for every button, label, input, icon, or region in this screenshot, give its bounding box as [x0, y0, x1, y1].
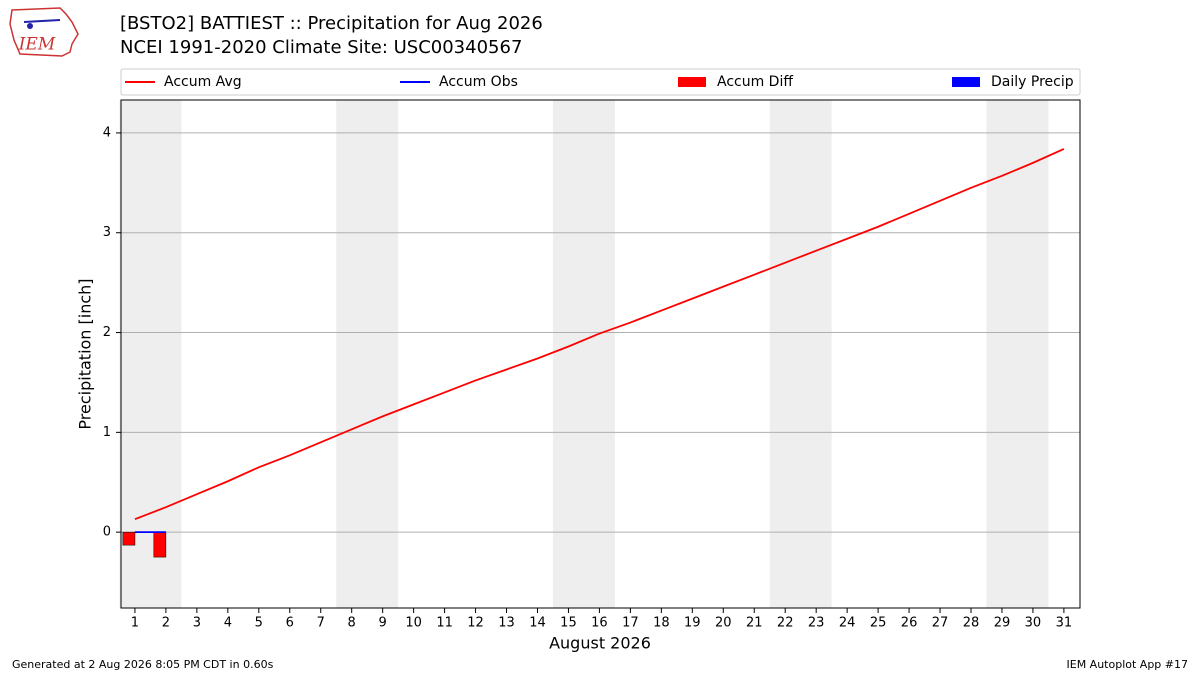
y-tick-label: 4: [103, 125, 111, 140]
legend-box: [120, 68, 1081, 96]
legend-label: Accum Avg: [164, 74, 242, 90]
legend-swatch: [678, 77, 706, 87]
legend-label: Daily Precip: [991, 74, 1074, 90]
x-tick-label: 15: [560, 616, 577, 631]
x-tick-label: 27: [932, 616, 949, 631]
x-tick-label: 10: [405, 616, 422, 631]
x-tick-label: 28: [963, 616, 980, 631]
x-tick-label: 24: [839, 616, 856, 631]
legend-label: Accum Obs: [439, 74, 518, 90]
x-axis-label: August 2026: [549, 634, 651, 653]
weekend-band: [552, 100, 615, 608]
y-tick-label: 0: [103, 525, 111, 540]
x-tick-label: 7: [317, 616, 325, 631]
x-tick-label: 13: [498, 616, 515, 631]
legend-label: Accum Diff: [717, 74, 793, 90]
x-tick-label: 20: [715, 616, 732, 631]
chart-subtitle: NCEI 1991-2020 Climate Site: USC00340567: [120, 37, 522, 58]
x-tick-label: 17: [622, 616, 639, 631]
x-tick-label: 21: [746, 616, 763, 631]
x-tick-label: 6: [286, 616, 294, 631]
x-tick-label: 25: [870, 616, 887, 631]
bar: [153, 531, 167, 558]
weekend-band: [986, 100, 1049, 608]
x-tick-label: 5: [255, 616, 263, 631]
y-axis-label: Precipitation [inch]: [76, 278, 95, 429]
footer-left: Generated at 2 Aug 2026 8:05 PM CDT in 0…: [12, 658, 274, 671]
x-tick-label: 29: [994, 616, 1011, 631]
x-tick-label: 31: [1056, 616, 1073, 631]
x-tick-label: 1: [131, 616, 139, 631]
weekend-band: [336, 100, 399, 608]
series-line: [134, 148, 1065, 521]
x-tick-label: 4: [224, 616, 232, 631]
x-tick-label: 9: [379, 616, 387, 631]
x-tick-label: 14: [529, 616, 546, 631]
bar: [122, 531, 136, 546]
x-tick-label: 12: [467, 616, 484, 631]
weekend-band: [769, 100, 832, 608]
x-tick-label: 11: [436, 616, 453, 631]
chart-title: [BSTO2] BATTIEST :: Precipitation for Au…: [120, 13, 543, 34]
y-tick-label: 2: [103, 325, 111, 340]
y-tick-label: 1: [103, 425, 111, 440]
x-tick-label: 2: [162, 616, 170, 631]
x-tick-label: 23: [808, 616, 825, 631]
x-tick-label: 16: [591, 616, 608, 631]
plot-frame: [120, 99, 1081, 609]
footer-right: IEM Autoplot App #17: [1067, 658, 1189, 671]
logo: IEM: [9, 7, 79, 57]
logo-text: IEM: [18, 35, 56, 55]
weekend-band: [119, 100, 182, 608]
x-tick-label: 3: [193, 616, 201, 631]
legend-swatch: [952, 77, 980, 87]
x-tick-label: 30: [1025, 616, 1042, 631]
x-tick-label: 8: [348, 616, 356, 631]
x-tick-label: 18: [653, 616, 670, 631]
y-tick-label: 3: [103, 225, 111, 240]
x-tick-label: 26: [901, 616, 918, 631]
x-tick-label: 19: [684, 616, 701, 631]
plot-area: [119, 100, 1080, 608]
x-tick-label: 22: [777, 616, 794, 631]
